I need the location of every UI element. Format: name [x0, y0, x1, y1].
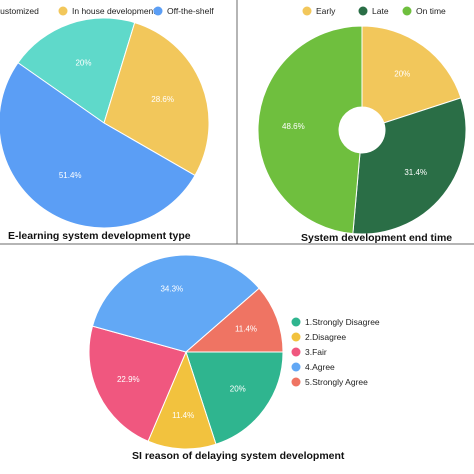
legend-label-on-time: On time: [416, 6, 446, 16]
slice-on-time: [257, 25, 363, 235]
legend-delay-reason: 1.Strongly Disagree 2.Disagree 3.Fair 4.Agr…: [291, 317, 380, 387]
slice-label-strongly-disagree: 20%: [230, 385, 246, 394]
chart-title-development-type: E-learning system development type: [8, 230, 191, 242]
legend-swatch-in-house-development: [58, 6, 68, 16]
legend-swatch-strongly-disagree: [291, 317, 301, 327]
legend-label-strongly-agree: 5.Strongly Agree: [305, 377, 368, 387]
slice-label-fair: 22.9%: [117, 375, 140, 384]
legend-item-strongly-disagree: 1.Strongly Disagree: [291, 317, 380, 327]
legend-swatch-early: [302, 6, 312, 16]
legend-label-late: Late: [372, 6, 389, 16]
legend-label-disagree: 2.Disagree: [305, 332, 346, 342]
pie-development-type: [0, 17, 210, 229]
panel-frame-2: [236, 0, 474, 245]
legend-swatch-disagree: [291, 332, 301, 342]
legend-label-off-the-shelf: Off-the-shelf: [167, 6, 214, 16]
slice-in-house-development: [103, 21, 210, 177]
slice-early: [361, 25, 462, 124]
legend-swatch-strongly-agree: [291, 377, 301, 387]
legend-label-customized: Customized: [0, 6, 39, 16]
legend-label-in-house-development: In house development: [72, 6, 156, 16]
slice-agree: [91, 254, 260, 353]
legend-item-in-house-development: In house development: [58, 6, 156, 16]
chart-title-delay-reason: SI reason of delaying system development: [132, 450, 345, 462]
legend-swatch-agree: [291, 362, 301, 372]
slice-fair: [88, 325, 187, 442]
slice-late: [352, 97, 467, 235]
legend-item-fair: 3.Fair: [291, 347, 327, 357]
slice-label-customized: 20%: [75, 59, 91, 68]
legend-item-customized: Customized: [0, 6, 39, 16]
legend-item-agree: 4.Agree: [291, 362, 335, 372]
legend-item-on-time: On time: [402, 6, 446, 16]
slice-label-agree: 34.3%: [160, 285, 183, 294]
chart-development-type: Customized In house development Off-the-sh…: [0, 6, 214, 242]
legend-label-agree: 4.Agree: [305, 362, 335, 372]
chart-title-end-time: System development end time: [301, 232, 452, 244]
slice-labels-development-type: 20% 28.6% 51.4%: [59, 59, 174, 181]
donut-end-time: [257, 25, 467, 235]
legend-item-late: Late: [358, 6, 389, 16]
legend-item-early: Early: [302, 6, 336, 16]
slice-strongly-disagree: [185, 351, 284, 445]
chart-delay-reason: 1.Strongly Disagree 2.Disagree 3.Fair 4.Agr…: [88, 254, 380, 462]
chart-end-time: Early Late On time 20% 31.4% 48.6% System de…: [257, 6, 467, 244]
slice-labels-end-time: 20% 31.4% 48.6%: [282, 70, 427, 177]
legend-swatch-late: [358, 6, 368, 16]
slice-label-off-the-shelf: 51.4%: [59, 171, 82, 180]
slice-label-early: 20%: [394, 70, 410, 79]
slice-labels-delay-reason: 20% 11.4% 22.9% 34.3% 11.4%: [117, 285, 257, 420]
slice-label-late: 31.4%: [404, 168, 427, 177]
slice-disagree: [147, 350, 217, 450]
slice-label-strongly-agree: 11.4%: [235, 325, 257, 334]
legend-item-strongly-agree: 5.Strongly Agree: [291, 377, 368, 387]
slice-strongly-agree: [184, 287, 284, 353]
pie-delay-reason: [88, 254, 284, 450]
legend-swatch-off-the-shelf: [153, 6, 163, 16]
legend-label-early: Early: [316, 6, 336, 16]
legend-end-time: Early Late On time: [302, 6, 446, 16]
legend-swatch-fair: [291, 347, 301, 357]
slice-label-in-house-development: 28.6%: [151, 95, 174, 104]
slice-label-disagree: 11.4%: [172, 411, 194, 420]
legend-label-strongly-disagree: 1.Strongly Disagree: [305, 317, 380, 327]
slice-label-on-time: 48.6%: [282, 122, 305, 131]
legend-swatch-on-time: [402, 6, 412, 16]
legend-item-disagree: 2.Disagree: [291, 332, 346, 342]
legend-label-fair: 3.Fair: [305, 347, 327, 357]
legend-item-off-the-shelf: Off-the-shelf: [153, 6, 214, 16]
slice-customized: [17, 17, 136, 124]
slice-off-the-shelf: [0, 62, 196, 229]
legend-development-type: Customized In house development Off-the-sh…: [0, 6, 214, 16]
